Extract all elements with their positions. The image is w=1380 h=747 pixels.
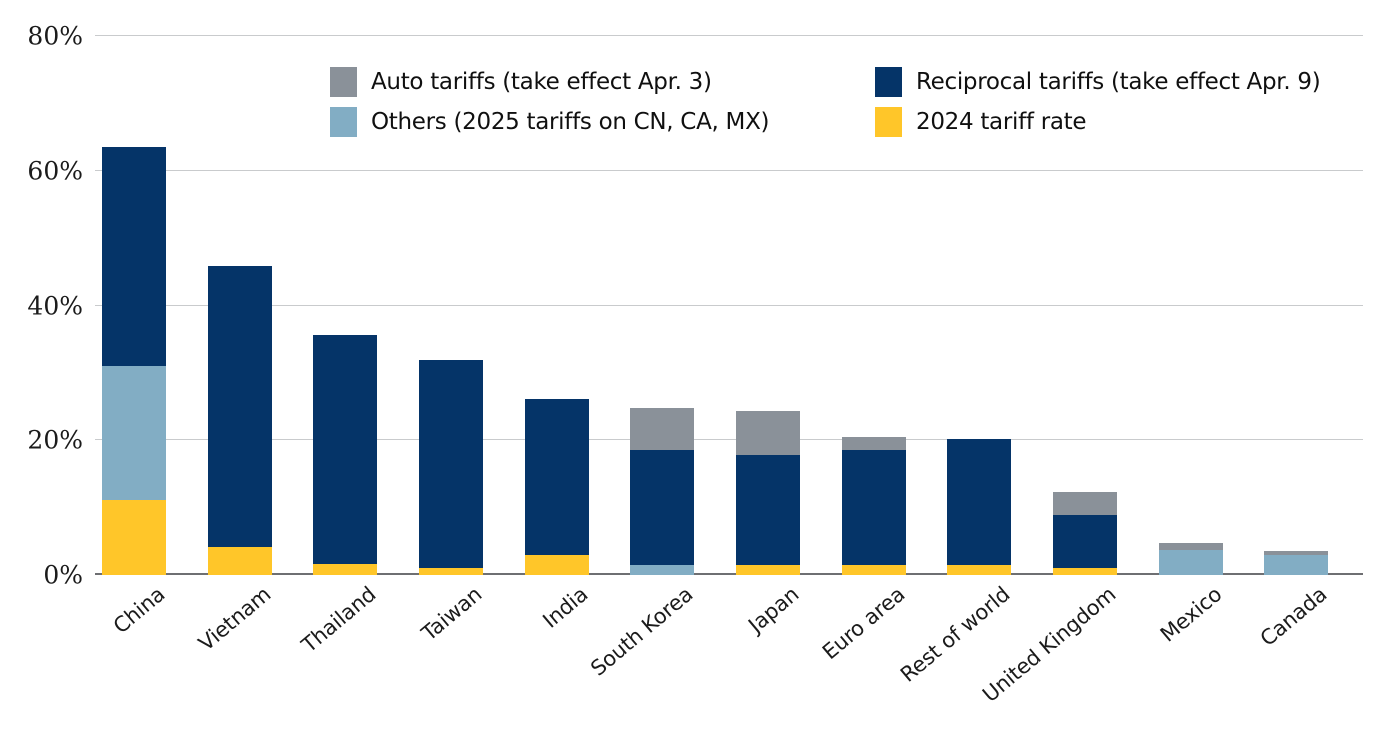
bar-segment[interactable] — [735, 564, 800, 575]
bar-segment[interactable] — [1158, 542, 1223, 551]
x-tick-label: Canada — [1255, 582, 1332, 651]
x-tick-label: Japan — [743, 582, 804, 638]
bar-segment[interactable] — [418, 360, 483, 569]
bar-segment[interactable] — [947, 564, 1012, 575]
gridline-80 — [95, 35, 1363, 36]
bar-series-container — [95, 36, 1363, 575]
legend-label: Reciprocal tariffs (take effect Apr. 9) — [916, 69, 1321, 95]
bar-segment[interactable] — [313, 564, 378, 575]
bar-segment[interactable] — [1052, 492, 1117, 516]
legend-swatch — [330, 107, 357, 137]
legend-item[interactable]: Others (2025 tariffs on CN, CA, MX) — [330, 107, 875, 137]
bar-group[interactable] — [735, 411, 800, 575]
x-tick-label: Euro area — [817, 582, 909, 665]
bar-segment[interactable] — [1264, 554, 1329, 575]
bar-group[interactable] — [1264, 551, 1329, 575]
bar-segment[interactable] — [630, 407, 695, 451]
legend-item[interactable]: Auto tariffs (take effect Apr. 3) — [330, 67, 875, 97]
bar-segment[interactable] — [524, 554, 589, 575]
bar-segment[interactable] — [735, 455, 800, 565]
y-tick-label: 80% — [27, 21, 83, 51]
bar-group[interactable] — [418, 360, 483, 575]
legend-item[interactable]: Reciprocal tariffs (take effect Apr. 9) — [875, 67, 1370, 97]
legend-item[interactable]: 2024 tariff rate — [875, 107, 1370, 137]
bar-group[interactable] — [313, 335, 378, 575]
bar-segment[interactable] — [418, 568, 483, 575]
gridline-60 — [95, 169, 1363, 171]
x-tick-label: China — [108, 582, 170, 639]
axis-baseline — [95, 573, 1363, 575]
bar-segment[interactable] — [841, 564, 906, 575]
legend-swatch — [330, 67, 357, 97]
x-tick-label: Mexico — [1155, 582, 1226, 647]
bar-group[interactable] — [841, 436, 906, 575]
y-tick-label: 20% — [27, 425, 83, 455]
y-tick-label: 60% — [27, 156, 83, 186]
x-tick-label: India — [537, 582, 592, 633]
bar-segment[interactable] — [841, 436, 906, 450]
legend-swatch — [875, 67, 902, 97]
bar-segment[interactable] — [947, 438, 1012, 565]
bar-group[interactable] — [207, 266, 272, 575]
bar-group[interactable] — [101, 146, 166, 575]
bar-segment[interactable] — [735, 411, 800, 456]
x-tick-label: South Korea — [586, 582, 698, 681]
bar-segment[interactable] — [101, 500, 166, 575]
bar-segment[interactable] — [1052, 567, 1117, 575]
bar-segment[interactable] — [101, 366, 166, 501]
y-tick-label: 40% — [27, 291, 83, 320]
bar-segment[interactable] — [207, 546, 272, 575]
x-tick-label: Thailand — [297, 582, 381, 658]
bar-segment[interactable] — [313, 335, 378, 565]
legend-label: 2024 tariff rate — [916, 109, 1087, 135]
legend-swatch — [875, 107, 902, 137]
bar-segment[interactable] — [1158, 550, 1223, 575]
bar-segment[interactable] — [207, 266, 272, 547]
gridline-20 — [95, 439, 1363, 441]
chart-legend: Auto tariffs (take effect Apr. 3) Recipro… — [330, 62, 1370, 142]
bar-segment[interactable] — [630, 450, 695, 565]
bar-group[interactable] — [947, 438, 1012, 575]
bar-segment[interactable] — [630, 564, 695, 575]
bar-group[interactable] — [630, 407, 695, 575]
bar-segment[interactable] — [524, 399, 589, 555]
bar-segment[interactable] — [841, 449, 906, 565]
bar-segment[interactable] — [1052, 515, 1117, 568]
y-tick-label: 0% — [43, 560, 83, 590]
legend-label: Auto tariffs (take effect Apr. 3) — [371, 69, 712, 95]
bar-group[interactable] — [1052, 492, 1117, 575]
x-tick-label: Taiwan — [417, 582, 487, 646]
x-axis-labels: China Vietnam Thailand Taiwan India South Kor… — [95, 582, 1363, 742]
x-tick-label: Vietnam — [193, 582, 275, 656]
bar-segment[interactable] — [1264, 551, 1329, 555]
bar-segment[interactable] — [101, 146, 166, 367]
plot-area — [95, 35, 1363, 575]
gridline-40 — [95, 304, 1363, 306]
bar-group[interactable] — [524, 399, 589, 575]
legend-label: Others (2025 tariffs on CN, CA, MX) — [371, 109, 770, 135]
bar-group[interactable] — [1158, 542, 1223, 575]
